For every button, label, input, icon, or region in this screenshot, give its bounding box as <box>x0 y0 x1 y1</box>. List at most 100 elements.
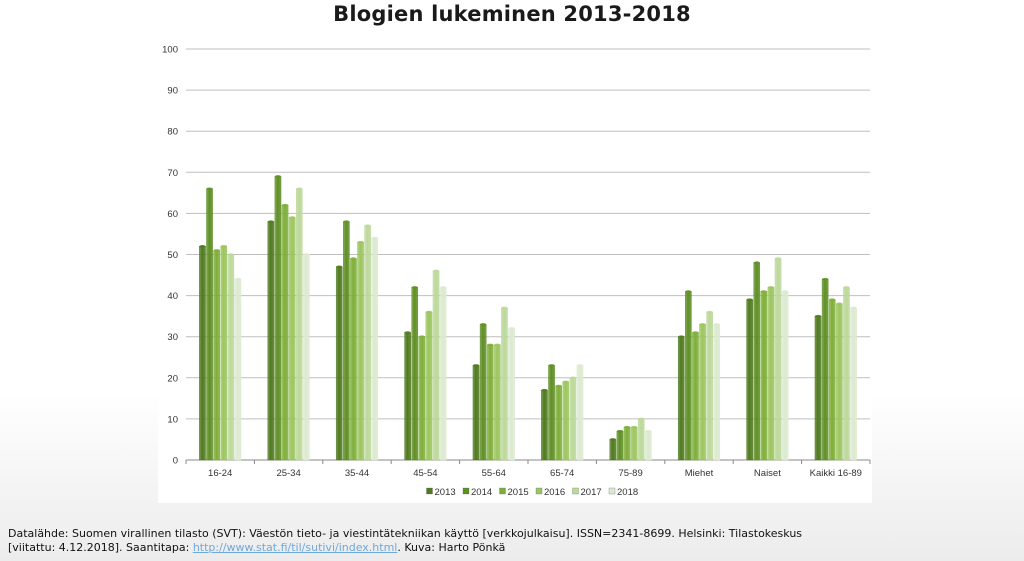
bar-cap <box>850 306 857 310</box>
source-link[interactable]: http://www.stat.fi/til/sutivi/index.html <box>192 541 398 554</box>
legend-label-2015: 2015 <box>508 487 529 498</box>
bar-2018-55-64 <box>508 328 515 461</box>
bar-2013-45-54 <box>404 332 411 461</box>
bar-cap <box>480 323 487 326</box>
bar-2014-25-34 <box>274 176 282 461</box>
bar-cap <box>562 380 569 384</box>
bar-2014-45-54 <box>411 287 419 461</box>
bar-cap <box>227 253 234 256</box>
bar-cap <box>432 269 440 273</box>
bar-2017-65-74 <box>569 377 577 461</box>
y-tick-label: 40 <box>167 291 178 302</box>
bar-2013-Naiset <box>746 299 753 461</box>
bar-2017-Miehet <box>706 311 713 461</box>
bar-2013-55-64 <box>472 365 480 461</box>
bar-cap <box>501 306 508 310</box>
bar-2014-Naiset <box>753 262 761 461</box>
bar-2017-16-24 <box>227 254 235 461</box>
bar-cap <box>753 261 760 265</box>
x-tick-label: 35-44 <box>345 468 369 479</box>
bar-2015-35-44 <box>350 258 357 461</box>
bar-2017-75-89 <box>637 418 645 461</box>
bar-2016-Miehet <box>699 324 706 461</box>
bar-cap <box>487 343 494 347</box>
source-line-2-prefix: [viitattu: 4.12.2018]. Saantitapa: <box>8 541 193 554</box>
bar-cap <box>746 298 753 302</box>
bar-2014-16-24 <box>206 188 213 461</box>
legend-swatch-2018 <box>608 487 616 495</box>
bar-2017-Naiset <box>774 258 782 461</box>
bar-2014-65-74 <box>548 365 555 461</box>
bar-chart: 0 10 20 30 40 50 60 70 80 90 100 16-24 25-34 35-44 45-… <box>162 45 871 498</box>
legend-swatch-2013 <box>426 487 433 495</box>
bar-cap <box>576 364 584 367</box>
bar-cap <box>843 286 850 289</box>
y-tick-label: 50 <box>167 250 178 261</box>
legend-label-2017: 2017 <box>581 487 602 498</box>
bar-cap <box>609 438 616 441</box>
bar-2016-16-24 <box>220 246 228 461</box>
y-tick-label: 70 <box>167 168 178 179</box>
y-tick-label: 0 <box>173 456 178 467</box>
bar-2016-55-64 <box>494 344 501 461</box>
bar-2013-25-34 <box>267 221 275 461</box>
bar-cap <box>782 290 789 293</box>
bar-2013-Kaikki 16-89 <box>814 315 822 461</box>
bar-cap <box>274 175 282 178</box>
bar-cap <box>692 331 699 334</box>
bar-cap <box>829 298 836 302</box>
bar-cap <box>425 310 433 314</box>
x-tick-label: Kaikki 16-89 <box>810 468 862 479</box>
legend-label-2014: 2014 <box>471 487 492 498</box>
bar-cap <box>199 244 206 248</box>
bar-2018-Kaikki 16-89 <box>850 307 857 461</box>
bar-2017-35-44 <box>364 225 371 461</box>
x-tick-label: 55-64 <box>482 468 506 479</box>
bar-cap <box>404 331 411 334</box>
bar-cap <box>713 323 720 326</box>
bar-2017-45-54 <box>432 270 440 461</box>
y-tick-label: 100 <box>162 45 178 56</box>
bar-cap <box>699 323 706 326</box>
bar-2014-75-89 <box>616 431 624 461</box>
source-line-2: [viitattu: 4.12.2018]. Saantitapa: http:… <box>8 541 1008 555</box>
bar-cap <box>357 240 364 244</box>
bar-cap <box>281 203 289 207</box>
bar-cap <box>206 187 213 191</box>
legend-label-2018: 2018 <box>617 487 638 498</box>
source-line-1: Datalähde: Suomen virallinen tilasto (SV… <box>8 527 803 540</box>
y-tick-label: 30 <box>167 332 178 343</box>
bar-cap <box>548 364 555 367</box>
bar-2018-Naiset <box>781 291 789 461</box>
bar-2018-16-24 <box>234 278 242 461</box>
bar-cap <box>440 286 447 289</box>
bar-2015-25-34 <box>281 204 289 461</box>
bar-cap <box>508 327 515 330</box>
bar-2014-Miehet <box>685 291 692 461</box>
bar-2016-65-74 <box>562 381 570 461</box>
bar-2015-65-74 <box>555 385 562 461</box>
bar-cap <box>822 277 829 281</box>
bar-cap <box>814 314 822 318</box>
bar-2016-75-89 <box>630 426 638 461</box>
bar-cap <box>767 286 775 289</box>
legend-swatch-2017 <box>572 487 579 495</box>
legend-label-2016: 2016 <box>544 487 565 498</box>
bar-2016-45-54 <box>425 311 433 461</box>
bar-cap <box>685 290 692 293</box>
bar-cap <box>494 343 501 347</box>
bar-2016-35-44 <box>357 241 364 461</box>
bar-cap <box>569 376 576 380</box>
y-tick-label: 60 <box>167 209 178 220</box>
x-tick-label: 25-34 <box>276 468 300 479</box>
bar-2013-Miehet <box>677 336 685 461</box>
bar-2016-Naiset <box>767 287 775 461</box>
bar-cap <box>411 286 418 289</box>
bar-cap <box>541 388 548 392</box>
y-tick-label: 80 <box>167 127 178 138</box>
bar-cap <box>616 429 624 433</box>
bar-cap <box>267 220 274 223</box>
bar-2018-65-74 <box>576 365 584 461</box>
bar-cap <box>350 257 357 260</box>
bar-2016-25-34 <box>288 217 296 461</box>
